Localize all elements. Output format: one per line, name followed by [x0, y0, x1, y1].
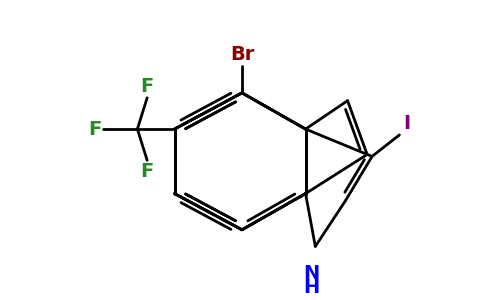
Text: F: F [88, 120, 101, 139]
Text: H: H [303, 278, 319, 297]
Text: N: N [303, 264, 319, 283]
Text: I: I [403, 114, 410, 133]
Text: F: F [140, 77, 154, 96]
Text: F: F [140, 162, 154, 181]
Text: Br: Br [230, 45, 254, 64]
